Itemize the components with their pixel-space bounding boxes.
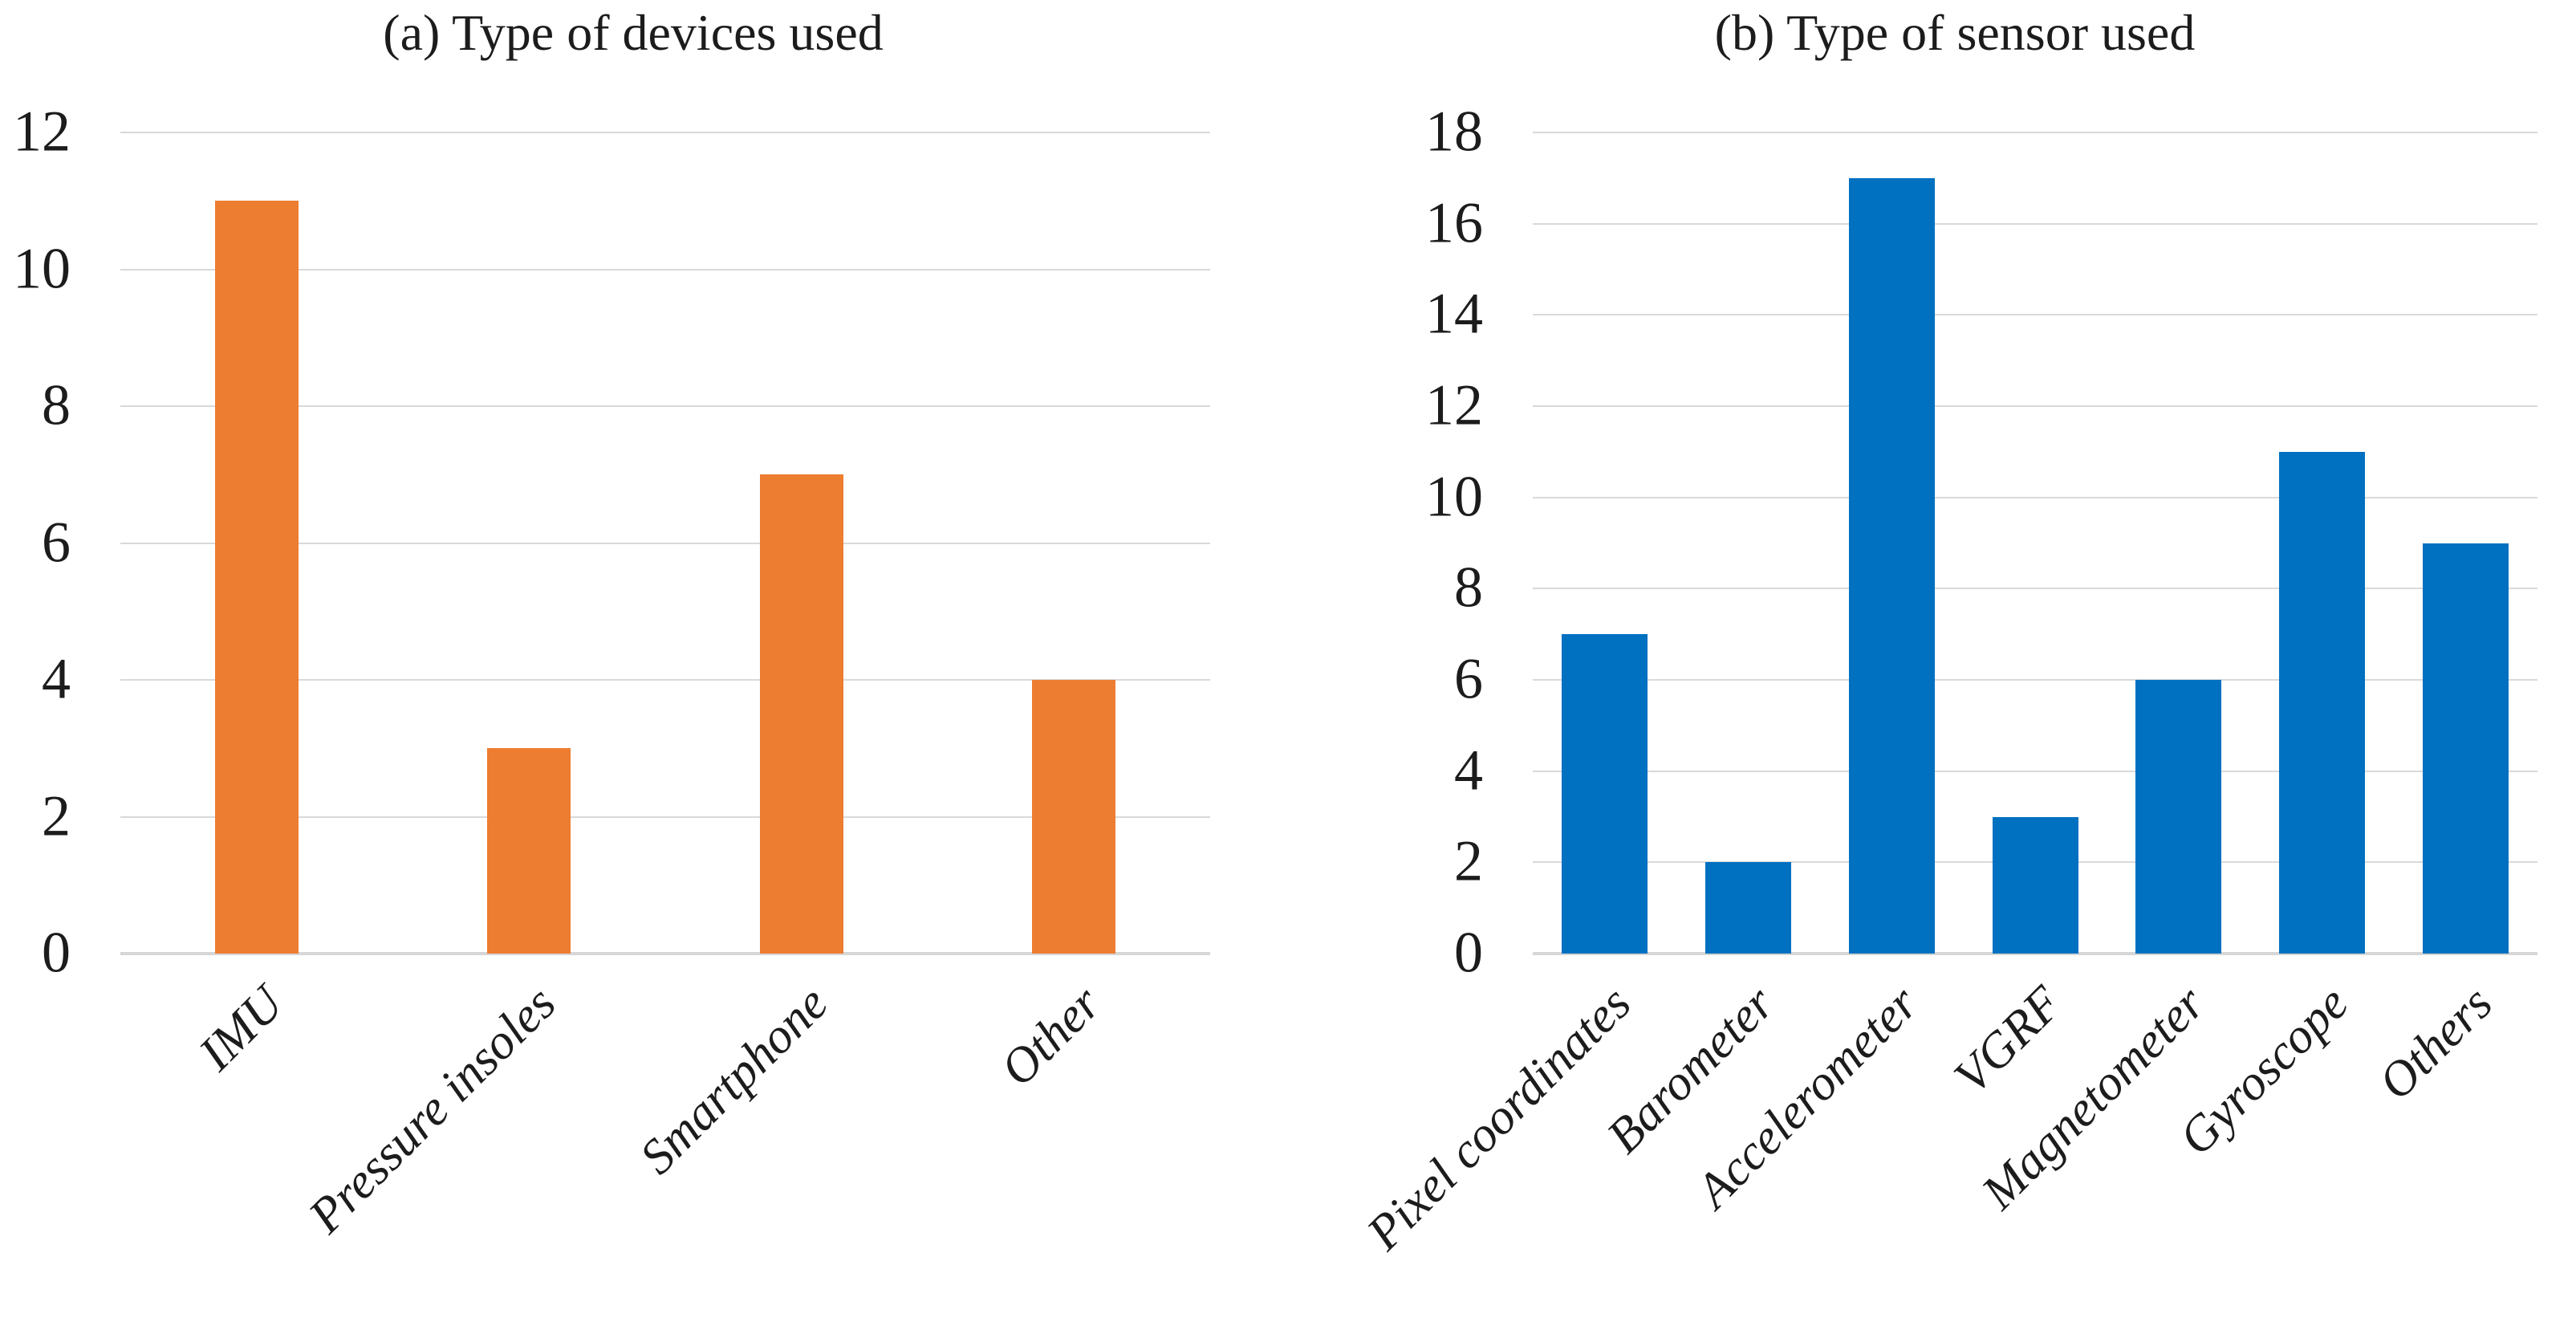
y-tick-label: 16	[1425, 190, 1483, 255]
y-tick-label: 2	[42, 783, 71, 848]
x-category-label: Pixel coordinates	[1356, 975, 1642, 1261]
x-category-label: Pressure insoles	[298, 975, 567, 1244]
bar	[214, 201, 299, 954]
gridline	[120, 405, 1210, 407]
bar	[2279, 451, 2366, 954]
chart-title: (a) Type of devices used	[383, 4, 884, 61]
gridline	[1533, 222, 2537, 225]
plot-area-devices: 0 2 4 6 8 10 12 IMU Pressure insoles Smartphone Ot…	[13, 103, 1210, 1243]
gridline	[1533, 679, 2537, 681]
y-tick-label: 14	[1425, 281, 1483, 346]
bar	[2423, 543, 2509, 954]
x-category-label: VGRF	[1943, 975, 2072, 1104]
gridline	[1533, 770, 2537, 772]
y-tick-label: 8	[1454, 555, 1483, 620]
bar	[1561, 634, 1648, 954]
y-tick-label: 12	[13, 99, 71, 164]
bar	[1032, 680, 1116, 954]
x-category-label: Other	[989, 975, 1111, 1097]
y-tick-label: 8	[42, 372, 71, 437]
bar	[1848, 177, 1935, 954]
gridline	[120, 132, 1210, 133]
x-axis-line	[120, 952, 1210, 955]
x-category-label: Smartphone	[629, 975, 839, 1185]
gridline	[1533, 314, 2537, 316]
bar	[1992, 816, 2078, 954]
gridline	[120, 679, 1210, 681]
y-tick-label: 0	[1454, 920, 1483, 985]
y-tick-label: 2	[1454, 828, 1483, 893]
y-tick-label: 18	[1425, 99, 1483, 164]
y-tick-label: 12	[1425, 372, 1483, 437]
gridline	[120, 542, 1210, 544]
gridline	[120, 268, 1210, 271]
y-tick-label: 6	[1454, 646, 1483, 711]
bar	[487, 748, 571, 954]
x-axis-line	[1533, 952, 2537, 955]
y-tick-label: 0	[42, 920, 71, 985]
bar	[759, 474, 843, 954]
gridline	[1533, 588, 2537, 590]
y-tick-label: 4	[42, 646, 71, 711]
chart-title: (b) Type of sensor used	[1714, 4, 2196, 61]
gridline	[1533, 496, 2537, 498]
y-tick-label: 6	[42, 510, 71, 575]
plot-area-sensors: 0 2 4 6 8 10 12 14 16 18 Pixel coordinates Baromete…	[1357, 103, 2537, 1260]
x-category-label: IMU	[188, 975, 294, 1081]
y-tick-label: 4	[1454, 738, 1483, 803]
gridline	[1533, 132, 2537, 133]
bar	[1704, 862, 1791, 954]
bar	[2135, 680, 2222, 954]
y-tick-label: 10	[1425, 464, 1483, 529]
gridline	[1533, 405, 2537, 407]
y-tick-label: 10	[13, 236, 71, 301]
x-category-label: Others	[2368, 975, 2503, 1111]
gridline	[120, 816, 1210, 818]
